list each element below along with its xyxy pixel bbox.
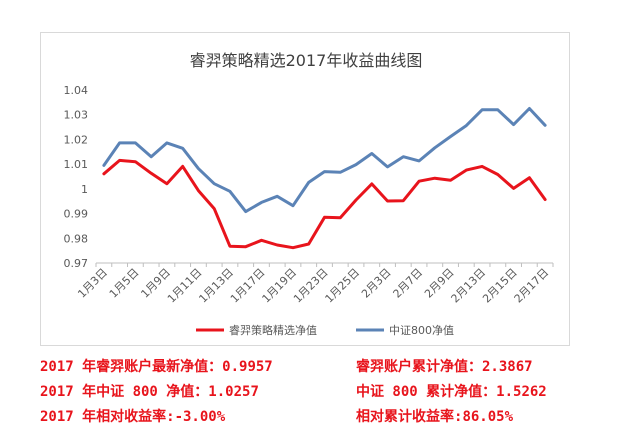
summary-value: 1.5262 <box>496 384 547 400</box>
y-axis: 0.97 0.98 0.99 1 1.01 1.02 1.03 1.04 <box>64 84 89 270</box>
legend: 睿羿策略精选净值 中证800净值 <box>196 323 454 337</box>
x-tick-label: 2月3日 <box>359 266 394 301</box>
y-tick-label: 1 <box>81 183 88 196</box>
summary-csi800-cumulative: 中证 800 累计净值：1.5262 <box>356 381 547 401</box>
line-chart: 睿羿策略精选2017年收益曲线图 0.97 0.98 0.99 1 1.01 1.02 1.… <box>64 51 554 337</box>
y-tick-label: 1.03 <box>64 109 89 122</box>
summary-relative-cumulative: 相对累计收益率:86.05% <box>356 406 513 426</box>
legend-label: 睿羿策略精选净值 <box>229 323 317 337</box>
x-tick-label: 1月3日 <box>75 266 110 301</box>
summary-label: 2017 年睿羿账户最新净值： <box>40 359 223 375</box>
summary-label: 睿羿账户累计净值： <box>356 359 482 375</box>
y-tick-label: 0.97 <box>64 257 89 270</box>
legend-label: 中证800净值 <box>389 323 454 337</box>
summary-latest-nav: 2017 年睿羿账户最新净值：0.9957 <box>40 356 273 376</box>
y-tick-label: 1.01 <box>64 158 89 171</box>
summary-label: 中证 800 累计净值： <box>356 384 497 400</box>
x-axis: 1月3日1月5日1月9日1月11日1月13日1月17日1月19日1月23日1月2… <box>75 262 554 306</box>
summary-csi800-nav: 2017 年中证 800 净值：1.0257 <box>40 381 259 401</box>
x-tick-label: 2月17日 <box>512 266 552 306</box>
y-tick-label: 1.02 <box>64 133 89 146</box>
summary-label: 2017 年中证 800 净值： <box>40 384 209 400</box>
x-tick-label: 2月7日 <box>391 266 426 301</box>
chart-container: 睿羿策略精选2017年收益曲线图 0.97 0.98 0.99 1 1.01 1.02 1.… <box>40 32 570 346</box>
series-lines <box>102 107 547 250</box>
y-tick-label: 0.99 <box>64 208 89 221</box>
summary-label: 2017 年相对收益率: <box>40 409 175 425</box>
y-tick-label: 1.04 <box>64 84 89 97</box>
summary-value: 0.9957 <box>222 359 273 375</box>
y-tick-label: 0.98 <box>64 232 89 245</box>
summary-relative-return: 2017 年相对收益率:-3.00% <box>40 406 225 426</box>
series-line-ruiyi <box>102 158 547 250</box>
summary-value: 1.0257 <box>208 384 259 400</box>
x-tick-label: 1月25日 <box>323 266 363 306</box>
series-line-csi800 <box>102 107 547 214</box>
summary-value: 86.05% <box>462 409 514 425</box>
summary-label: 相对累计收益率: <box>356 409 463 425</box>
x-tick-label: 1月5日 <box>107 266 142 301</box>
chart-title: 睿羿策略精选2017年收益曲线图 <box>190 51 423 70</box>
summary-value: 2.3867 <box>482 359 533 375</box>
summary-value: -3.00% <box>174 409 226 425</box>
summary-cumulative-nav: 睿羿账户累计净值：2.3867 <box>356 356 533 376</box>
